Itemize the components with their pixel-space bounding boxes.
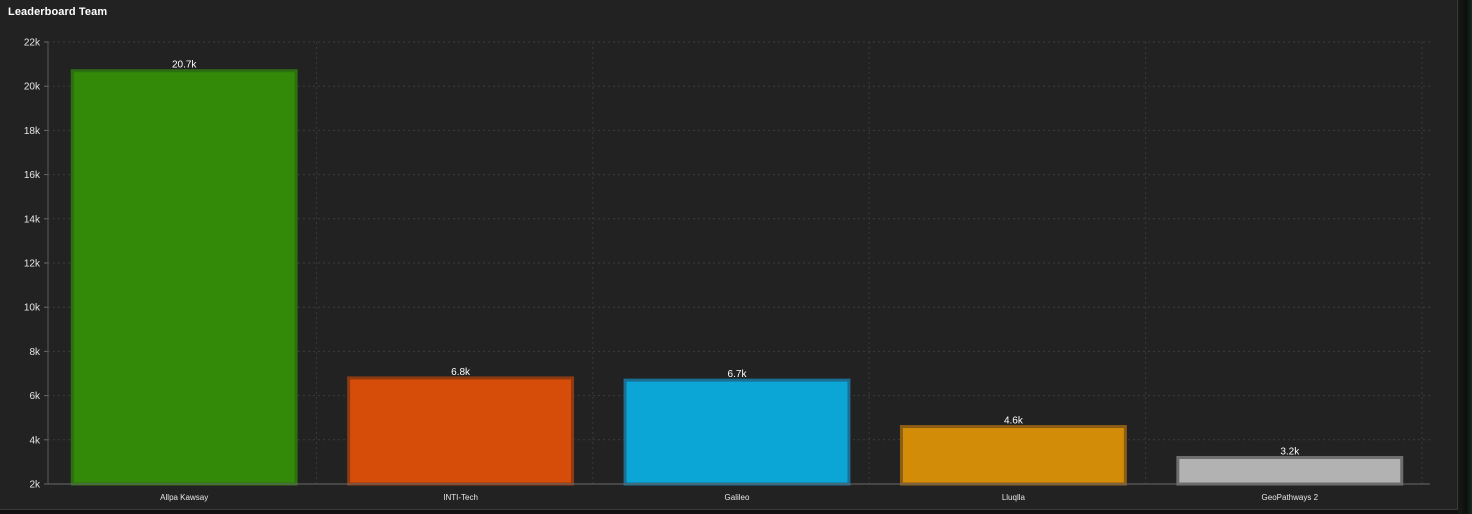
y-tick-label: 8k [29, 347, 41, 358]
y-tick-label: 22k [24, 38, 41, 49]
data-label: 20.7k [172, 60, 197, 71]
bar[interactable] [347, 376, 575, 486]
bar[interactable] [623, 378, 851, 486]
data-label: 4.6k [1004, 416, 1024, 427]
y-tick-label: 14k [24, 214, 41, 225]
x-tick-label: GeoPathways 2 [1262, 493, 1319, 502]
data-label: 6.7k [728, 369, 748, 380]
bar[interactable] [899, 425, 1127, 486]
x-tick-label: Galileo [725, 493, 750, 502]
y-tick-label: 20k [24, 82, 41, 93]
x-tick-label: INTI-Tech [443, 493, 478, 502]
y-tick-label: 18k [24, 126, 41, 137]
y-tick-label: 10k [24, 303, 41, 314]
y-tick-label: 16k [24, 170, 41, 181]
y-tick-label: 4k [29, 435, 41, 446]
data-label: 3.2k [1280, 446, 1300, 457]
chart-title: Leaderboard Team [8, 6, 108, 18]
y-tick-label: 6k [29, 391, 41, 402]
bar[interactable] [1176, 455, 1404, 486]
x-tick-label: Allpa Kawsay [160, 493, 208, 502]
data-label: 6.8k [451, 367, 471, 378]
y-tick-label: 12k [24, 259, 41, 270]
background-edge [1458, 0, 1472, 514]
bar[interactable] [70, 69, 298, 486]
x-tick-label: Lluqlla [1002, 493, 1026, 502]
y-tick-label: 2k [29, 480, 41, 491]
